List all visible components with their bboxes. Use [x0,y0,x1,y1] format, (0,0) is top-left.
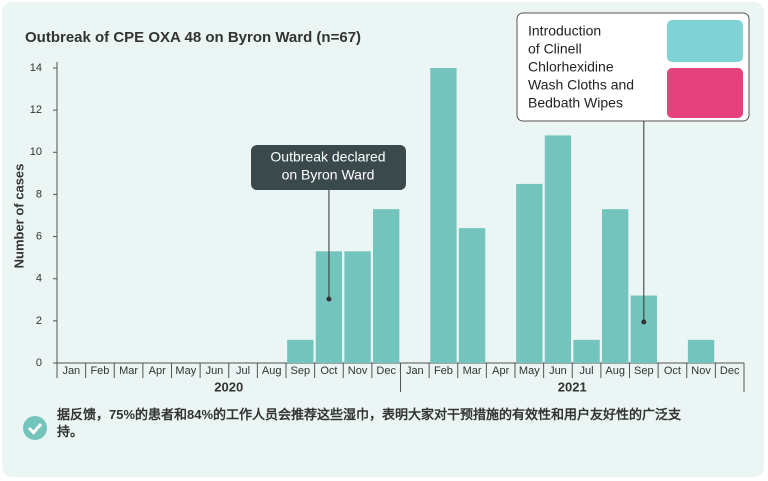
bar [544,135,572,363]
product-images [667,20,743,118]
callout-text: Outbreak declared [270,149,385,165]
callout-text: on Byron Ward [282,167,375,183]
x-tick-label: May [519,365,540,377]
callout-dot [326,296,332,302]
chart-title: Outbreak of CPE OXA 48 on Byron Ward (n=… [25,29,361,46]
bar [287,339,314,363]
y-tick-label: 6 [36,230,42,242]
x-tick-label: Nov [348,365,368,377]
x-tick-label: Feb [90,365,109,377]
x-tick-label: Nov [691,365,711,377]
footer-text: 据反馈，75%的患者和84%的工作人员会推荐这些湿巾，表明大家对干预措施的有效性… [57,407,682,439]
x-tick-label: Jan [406,365,424,377]
x-tick-label: Aug [605,365,625,377]
x-tick-label: Oct [320,365,337,377]
x-tick-label: Apr [149,365,166,377]
wipes-pack-teal [667,20,743,62]
x-tick-label: Jan [62,365,80,377]
y-tick-label: 12 [30,104,42,116]
callout-dot [641,319,647,325]
x-tick-label: Sep [291,365,311,377]
x-tick-label: Dec [720,365,740,377]
bar [430,68,457,363]
y-tick-label: 10 [30,146,42,158]
callout-text: Bedbath Wipes [528,95,623,111]
x-tick-label: Jun [549,365,567,377]
x-tick-label: Feb [434,365,453,377]
bar [602,209,629,363]
bar [373,209,400,363]
year-label: 2021 [558,379,587,394]
callout-box [251,145,406,190]
y-tick-label: 4 [36,273,42,285]
bar [344,251,371,363]
x-tick-label: Jun [206,365,224,377]
y-tick-label: 2 [36,315,42,327]
x-tick-label: Jul [236,365,250,377]
callout-text: Introduction [528,23,601,39]
year-label: 2020 [214,379,243,394]
x-tick-label: Dec [376,365,396,377]
callout-text: Wash Cloths and [528,77,634,93]
x-tick-label: Mar [119,365,138,377]
x-tick-label: May [175,365,196,377]
x-tick-label: Jul [580,365,594,377]
bar [687,339,715,363]
bar [573,339,600,363]
x-tick-label: Aug [262,365,282,377]
wipes-pack-pink [667,68,743,118]
callout-text: of Clinell [528,41,582,57]
x-tick-label: Sep [634,365,654,377]
check-icon [23,416,47,440]
y-tick-label: 14 [30,62,42,74]
y-tick-label: 0 [36,357,42,369]
callout-text: Chlorhexidine [528,59,614,75]
y-axis-label: Number of cases [11,164,26,269]
y-tick-label: 8 [36,188,42,200]
bar [516,183,543,363]
x-tick-label: Oct [664,365,681,377]
x-tick-label: Mar [463,365,482,377]
x-tick-label: Apr [492,365,509,377]
bar [458,228,486,363]
